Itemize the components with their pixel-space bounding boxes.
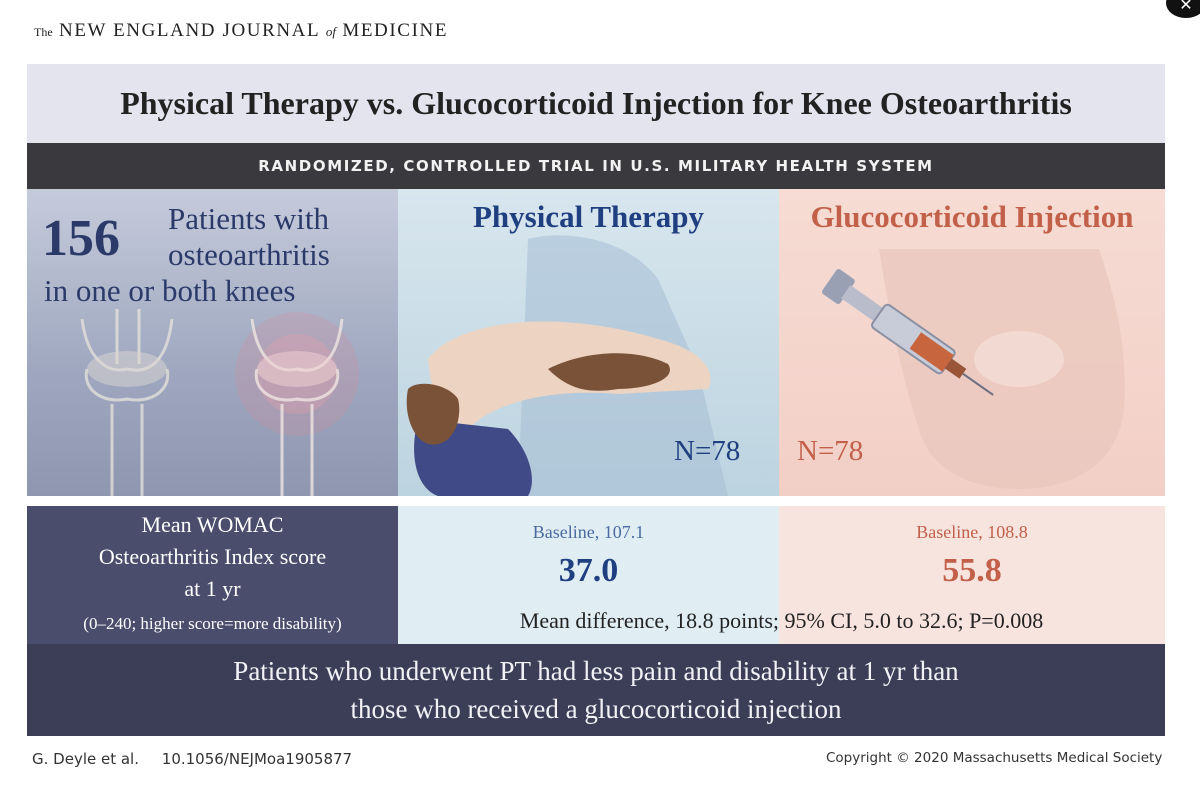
conclusion-line-2: those who received a glucocorticoid inje… xyxy=(350,694,842,724)
knee-joints-illustration xyxy=(80,309,359,496)
gc-arm-title: Glucocorticoid Injection xyxy=(810,199,1134,234)
gc-baseline: Baseline, 108.8 xyxy=(916,522,1028,542)
outcome-label-box: Mean WOMAC Osteoarthritis Index score at… xyxy=(27,506,398,644)
close-icon: ✕ xyxy=(1179,0,1193,14)
pt-result-box: Baseline, 107.1 37.0 xyxy=(398,506,779,644)
pt-score: 37.0 xyxy=(558,552,619,589)
abstract-title: Physical Therapy vs. Glucocorticoid Inje… xyxy=(27,64,1165,143)
outcome-line-2: Osteoarthritis Index score xyxy=(98,544,327,569)
population-line-3: in one or both knees xyxy=(44,273,296,308)
visual-abstract: Physical Therapy vs. Glucocorticoid Inje… xyxy=(27,64,1165,736)
pt-sample-size: N=78 xyxy=(674,435,741,467)
journal-name-part2: MEDICINE xyxy=(342,20,449,41)
glucocorticoid-panel: Glucocorticoid Injection N=78 xyxy=(779,189,1165,496)
conclusion-line-1: Patients who underwent PT had less pain … xyxy=(233,656,959,686)
journal-the: The xyxy=(34,25,53,39)
outcome-line-3: at 1 yr xyxy=(184,576,241,601)
population-line-2: osteoarthritis xyxy=(168,237,330,272)
population-line-1: Patients with xyxy=(168,201,330,236)
journal-of: of xyxy=(325,24,336,39)
close-button[interactable]: ✕ xyxy=(1166,0,1200,18)
doi-link[interactable]: 10.1056/NEJMoa1905877 xyxy=(161,750,353,768)
gc-score: 55.8 xyxy=(942,552,1002,589)
journal-header: The NEW ENGLAND JOURNAL of MEDICINE xyxy=(34,20,448,42)
conclusion-banner: Patients who underwent PT had less pain … xyxy=(27,644,1165,736)
study-design-banner: RANDOMIZED, CONTROLLED TRIAL IN U.S. MIL… xyxy=(27,143,1165,189)
copyright-notice: Copyright © 2020 Massachusetts Medical S… xyxy=(826,750,1163,766)
journal-name-part1: NEW ENGLAND JOURNAL xyxy=(59,20,320,41)
outcome-line-1: Mean WOMAC xyxy=(141,512,284,537)
gc-result-box: Baseline, 108.8 55.8 xyxy=(779,506,1165,644)
syringe-injection-illustration xyxy=(821,249,1125,489)
authors: G. Deyle et al. xyxy=(32,750,139,768)
population-panel: 156 Patients with osteoarthritis in one … xyxy=(27,189,398,496)
citation: G. Deyle et al. 10.1056/NEJMoa1905877 xyxy=(32,750,352,768)
gc-sample-size: N=78 xyxy=(797,435,864,467)
mean-difference: Mean difference, 18.8 points; 95% CI, 5.… xyxy=(519,608,1044,633)
physical-therapy-illustration xyxy=(406,235,728,496)
patient-count: 156 xyxy=(42,210,120,267)
pt-baseline: Baseline, 107.1 xyxy=(532,522,645,542)
outcome-scale-note: (0–240; higher score=more disability) xyxy=(83,614,342,633)
pt-arm-title: Physical Therapy xyxy=(472,199,705,234)
physical-therapy-panel: Physical Therapy N=78 xyxy=(398,189,779,496)
